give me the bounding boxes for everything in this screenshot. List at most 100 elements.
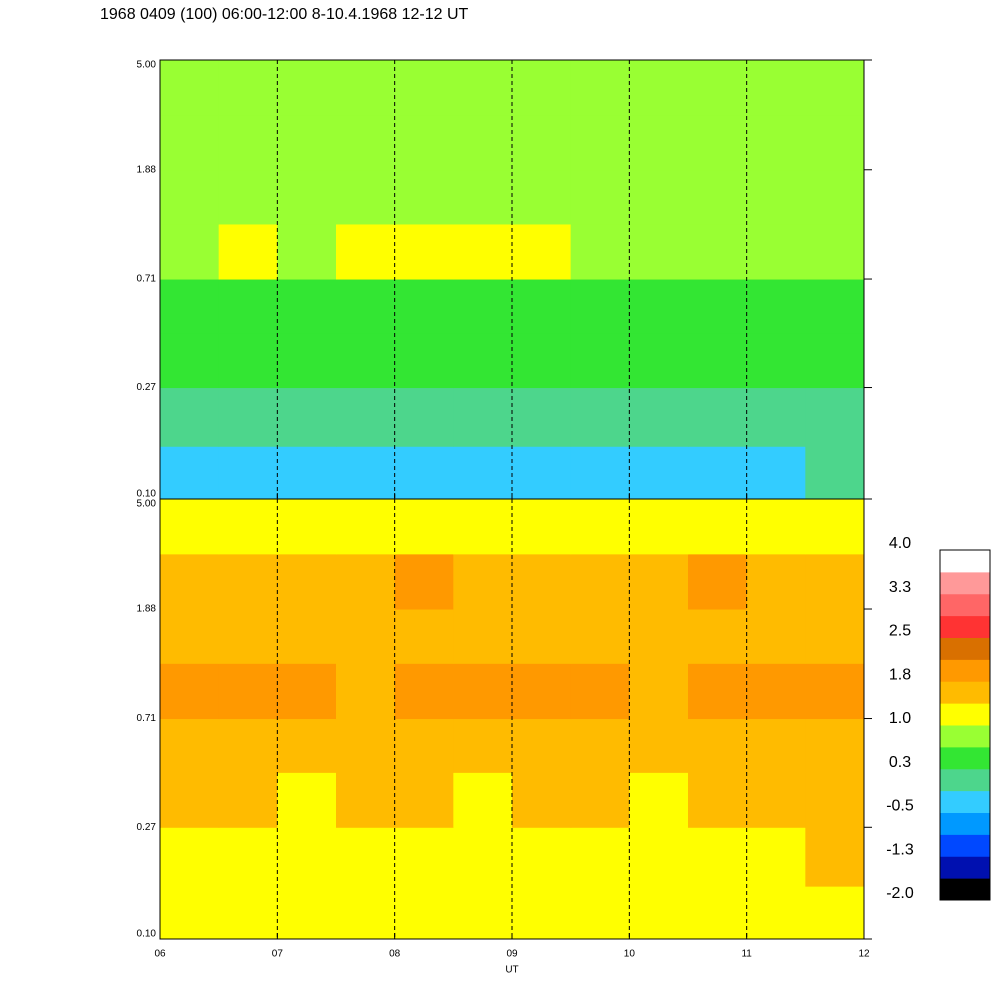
heatmap-cell: [277, 886, 337, 940]
heatmap-cell: [394, 553, 454, 610]
heatmap-cell: [160, 609, 220, 664]
x-tick-label: 10: [624, 949, 636, 960]
heatmap-cell: [570, 387, 630, 447]
colorbar-band: [940, 703, 990, 726]
heatmap-cell: [512, 332, 572, 389]
heatmap-cell: [746, 223, 806, 280]
heatmap-cell: [512, 827, 572, 887]
heatmap-cell: [160, 279, 220, 334]
colorbar-band: [940, 637, 990, 660]
heatmap-cell: [570, 332, 630, 389]
heatmap-cell: [218, 718, 278, 773]
chart-title: 1968 0409 (100) 06:00-12:00 8-10.4.1968 …: [100, 6, 469, 23]
heatmap-cell: [746, 387, 806, 447]
heatmap-cell: [160, 886, 220, 940]
heatmap-cell: [394, 446, 454, 500]
heatmap-cell: [688, 60, 748, 116]
heatmap-cell: [277, 772, 337, 828]
heatmap-cell: [336, 279, 396, 334]
heatmap-cell: [629, 718, 689, 773]
colorbar-band: [940, 768, 990, 792]
heatmap-cell: [629, 60, 689, 116]
y-tick-label: 0.71: [137, 274, 157, 285]
heatmap-cell: [805, 663, 865, 720]
plot-frame: [159, 498, 865, 940]
heatmap-cell: [688, 446, 748, 500]
heatmap-cell: [218, 886, 278, 940]
x-axis-label: UT: [505, 965, 518, 976]
heatmap-cell: [277, 332, 337, 389]
heatmap-cell: [512, 60, 572, 116]
heatmap-cell: [277, 663, 337, 720]
heatmap-cell: [746, 886, 806, 940]
heatmap-cell: [512, 886, 572, 940]
heatmap-cell: [336, 169, 396, 225]
heatmap-cell: [688, 332, 748, 389]
heatmap-cell: [512, 663, 572, 720]
heatmap-cell: [218, 223, 278, 280]
heatmap-cell: [512, 718, 572, 773]
heatmap-cell: [688, 553, 748, 610]
heatmap-cell: [629, 279, 689, 334]
colorbar-band: [940, 746, 990, 770]
heatmap-cell: [570, 609, 630, 664]
heatmap-cell: [453, 663, 513, 720]
heatmap-cell: [336, 114, 396, 171]
heatmap-cell: [688, 609, 748, 664]
heatmap-cell: [453, 886, 513, 940]
heatmap-cell: [160, 387, 220, 447]
heatmap-cell: [512, 387, 572, 447]
heatmap-cell: [570, 663, 630, 720]
heatmap-cell: [570, 499, 630, 555]
heatmap-cell: [160, 332, 220, 389]
heatmap-cell: [805, 114, 865, 171]
heatmap-cell: [570, 446, 630, 500]
heatmap-cell: [277, 223, 337, 280]
heatmap-cell: [805, 332, 865, 389]
heatmap-cell: [277, 553, 337, 610]
heatmap-cell: [453, 609, 513, 664]
heatmap-cell: [629, 609, 689, 664]
heatmap-cell: [570, 772, 630, 828]
heatmap-cell: [277, 718, 337, 773]
heatmap-cell: [336, 60, 396, 116]
x-tick-label: 07: [272, 949, 284, 960]
heatmap-cell: [160, 499, 220, 555]
heatmap-cell: [394, 499, 454, 555]
colorbar-band: [940, 834, 990, 857]
heatmap-cell: [805, 279, 865, 334]
heatmap-cell: [688, 114, 748, 171]
y-tick-label: 0.71: [137, 713, 157, 724]
colorbar-band: [940, 615, 990, 638]
heatmap-cell: [805, 718, 865, 773]
colorbar-label: 0.3: [889, 754, 911, 771]
heatmap-cell: [218, 499, 278, 555]
heatmap-cell: [805, 387, 865, 447]
heatmap-cell: [218, 114, 278, 171]
heatmap-cell: [570, 223, 630, 280]
heatmap-cell: [570, 114, 630, 171]
heatmap-cell: [160, 772, 220, 828]
heatmap-cell: [336, 553, 396, 610]
x-tick-label: 06: [154, 949, 166, 960]
heatmap-cell: [629, 499, 689, 555]
x-tick-label: 08: [389, 949, 401, 960]
heatmap-cell: [336, 332, 396, 389]
heatmap-cell: [746, 772, 806, 828]
heatmap-cell: [277, 279, 337, 334]
heatmap-cell: [570, 60, 630, 116]
heatmap-cell: [746, 499, 806, 555]
heatmap-cell: [746, 114, 806, 171]
heatmap-cell: [746, 446, 806, 500]
heatmap-cell: [512, 169, 572, 225]
y-tick-label: 0.10: [137, 489, 157, 500]
heatmap-cell: [394, 772, 454, 828]
heatmap-cell: [512, 772, 572, 828]
heatmap-cell: [629, 553, 689, 610]
heatmap-cell: [805, 60, 865, 116]
y-tick-label: 0.27: [137, 382, 157, 393]
heatmap-cell: [805, 772, 865, 828]
heatmap-cell: [629, 772, 689, 828]
colorbar-band: [940, 856, 990, 879]
heatmap-cell: [629, 223, 689, 280]
